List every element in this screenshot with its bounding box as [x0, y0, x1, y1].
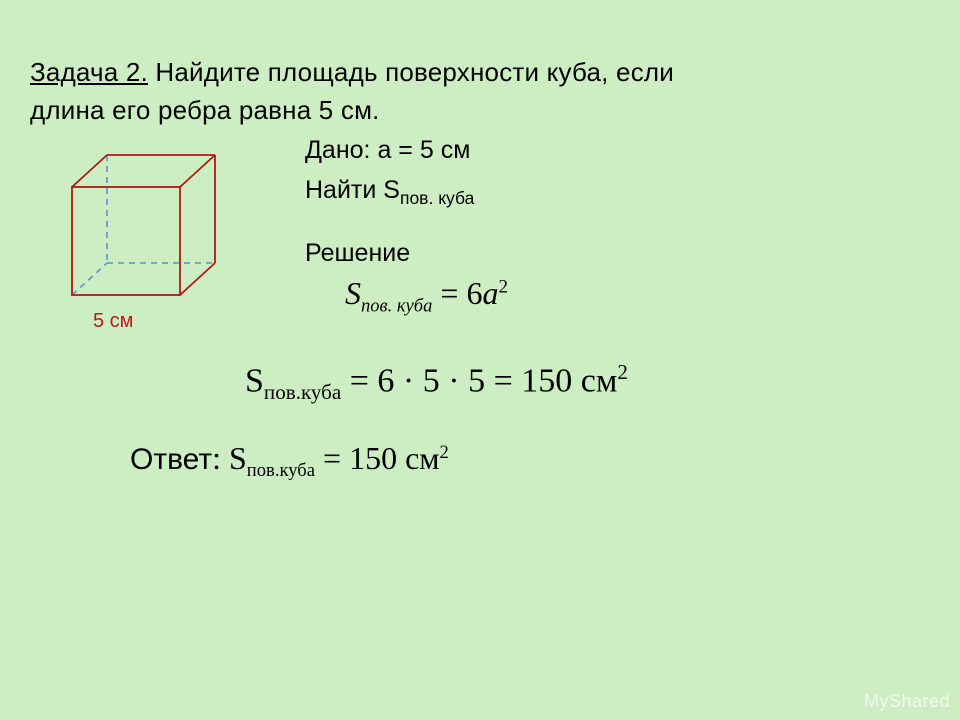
problem-text-1: Найдите площадь поверхности куба, если: [148, 57, 674, 87]
dano-value: а = 5 см: [377, 136, 470, 164]
answer-value: 150 см: [349, 440, 439, 476]
comp-sub: пов.куба: [264, 380, 341, 404]
cube-edge-label: 5 см: [93, 310, 133, 333]
problem-statement: Задача 2. Найдите площадь поверхности ку…: [30, 54, 910, 129]
formula: Sпов. куба = 6a2: [345, 275, 508, 317]
comp-S: S: [245, 362, 264, 399]
find-line: Найти Sпов. куба: [305, 172, 474, 211]
formula-exp: 2: [498, 276, 508, 297]
find-sub: пов. куба: [400, 188, 474, 208]
comp-mid: = 6 · 5 · 5 =: [341, 362, 521, 399]
answer-colon: :: [212, 440, 229, 476]
given-line: Дано: а = 5 см: [305, 132, 474, 170]
solution-label: Решение: [305, 235, 474, 273]
dano-label: Дано:: [305, 136, 371, 164]
problem-text-2: длина его ребра равна 5 см.: [30, 95, 380, 125]
answer-S: S: [229, 440, 247, 476]
computation-line: Sпов.куба = 6 · 5 · 5 = 150 см2: [245, 360, 628, 405]
answer-exp: 2: [440, 442, 449, 463]
cube-svg: [67, 150, 227, 310]
formula-sub: пов. куба: [361, 295, 432, 316]
problem-label: Задача 2.: [30, 57, 148, 87]
given-block: Дано: а = 5 см Найти Sпов. куба Решение: [305, 132, 474, 272]
formula-a: a: [482, 275, 498, 311]
cube-diagram: 5 см: [45, 140, 245, 360]
watermark: MyShared: [864, 691, 950, 712]
answer-line: Ответ: Sпов.куба = 150 см2: [130, 440, 449, 482]
find-label: Найти S: [305, 176, 400, 204]
formula-eq: = 6: [432, 275, 482, 311]
answer-label: Ответ: [130, 443, 212, 476]
formula-S: S: [345, 275, 361, 311]
comp-exp: 2: [617, 360, 628, 384]
answer-eq: =: [315, 440, 349, 476]
comp-result: 150 см: [521, 362, 617, 399]
answer-sub: пов.куба: [247, 460, 315, 481]
